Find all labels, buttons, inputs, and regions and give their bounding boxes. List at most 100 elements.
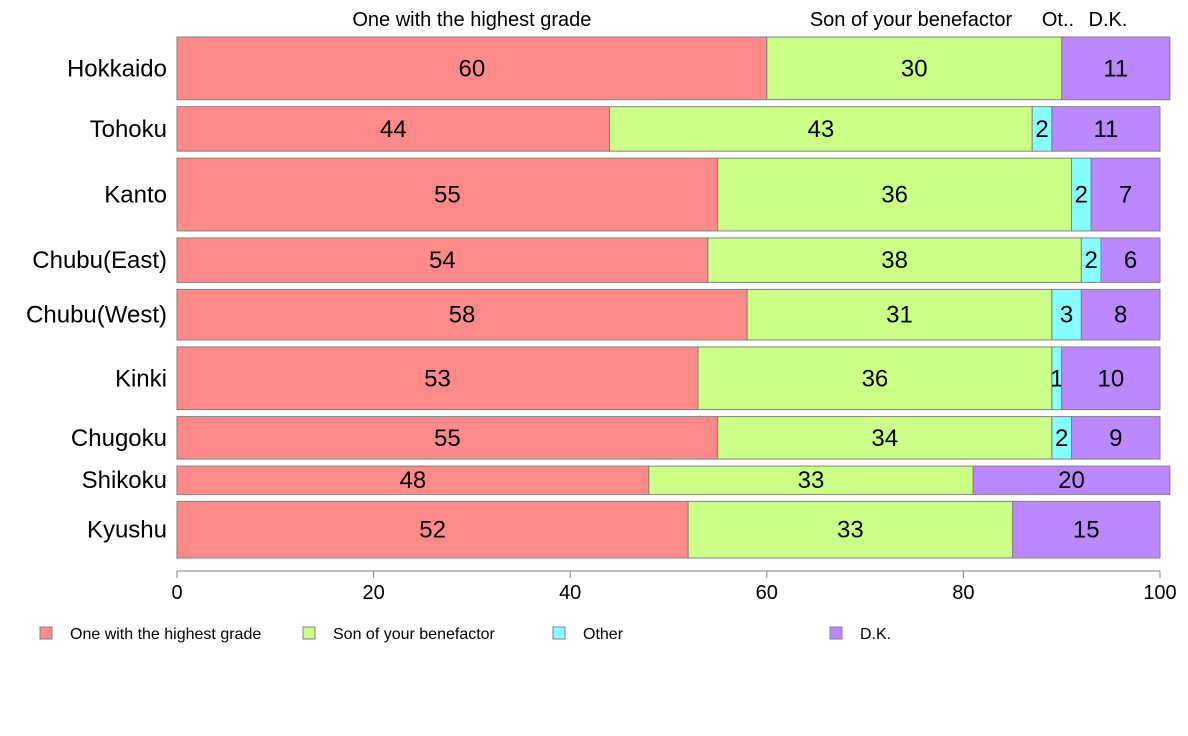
legend-label: Other [583, 626, 624, 643]
top-category-labels: One with the highest grade Son of your be… [352, 9, 1127, 31]
bar-segment [697, 346, 1053, 411]
legend-item: One with the highest grade [39, 626, 261, 643]
segment-value-label: 15 [1073, 517, 1100, 544]
bar-row: Tohoku 44 43 2 11 [90, 106, 1161, 152]
x-tick-label: 20 [362, 582, 384, 604]
segment-value-label: 3 [1060, 302, 1073, 329]
x-tick-label: 100 [1143, 582, 1176, 604]
legend-item: Son of your benefactor [302, 626, 496, 643]
legend-swatch [829, 626, 843, 640]
bar-segment [176, 237, 709, 283]
legend-label: Son of your benefactor [333, 626, 496, 643]
bar-segment [609, 106, 1033, 152]
segment-value-label: 8 [1114, 302, 1127, 329]
segment-value-label: 11 [1103, 55, 1128, 82]
bar-segment [1012, 500, 1161, 559]
segment-value-label: 30 [901, 55, 928, 82]
bar-row: Hokkaido 60 30 11 [67, 36, 1171, 101]
segment-value-label: 2 [1075, 182, 1088, 209]
segment-value-label: 55 [434, 182, 461, 209]
x-tick-label: 60 [756, 582, 778, 604]
segment-value-label: 31 [886, 302, 913, 329]
bar-segment [1051, 106, 1161, 152]
segment-value-label: 55 [434, 425, 461, 452]
legend-item: D.K. [829, 626, 891, 643]
segment-value-label: 43 [808, 116, 835, 143]
segment-value-label: 33 [837, 517, 864, 544]
bar-segment [1100, 237, 1161, 283]
row-label: Chubu(West) [26, 302, 167, 329]
x-axis: 0 20 40 60 80 100 [171, 570, 1177, 604]
segment-value-label: 33 [798, 467, 825, 494]
bar-segment [1090, 157, 1161, 232]
row-label: Hokkaido [67, 55, 167, 82]
bar-segment [1061, 346, 1161, 411]
segment-value-label: 53 [424, 365, 451, 392]
bar-segment [1071, 416, 1161, 460]
row-label: Kinki [115, 365, 167, 392]
segment-value-label: 36 [881, 182, 908, 209]
top-category-label: One with the highest grade [352, 9, 591, 31]
segment-value-label: 10 [1097, 365, 1124, 392]
segment-value-label: 58 [449, 302, 476, 329]
bar-row: Chubu(West) 58 31 3 8 [26, 288, 1161, 341]
row-label: Kanto [104, 182, 167, 209]
segment-value-label: 2 [1055, 425, 1068, 452]
segment-value-label: 44 [380, 116, 407, 143]
row-label: Chubu(East) [32, 247, 167, 274]
bar-segment [176, 288, 748, 341]
segment-value-label: 52 [419, 517, 446, 544]
row-label: Chugoku [71, 425, 167, 452]
segment-value-label: 11 [1093, 116, 1118, 143]
bar-segment [746, 288, 1053, 341]
segment-value-label: 2 [1085, 247, 1098, 274]
bar-segment [1080, 288, 1161, 341]
bar-row: Chubu(East) 54 38 2 6 [32, 237, 1161, 283]
row-label: Shikoku [82, 467, 167, 494]
bar-segment [972, 465, 1171, 495]
bar-row: Chugoku 55 34 2 9 [71, 416, 1161, 460]
bar-segment [766, 36, 1063, 101]
bar-segment [1051, 288, 1082, 341]
legend-swatch [302, 626, 316, 640]
legend-swatch [39, 626, 53, 640]
segment-value-label: 38 [881, 247, 908, 274]
bar-segment [176, 416, 719, 460]
segment-value-label: 20 [1058, 467, 1085, 494]
segment-value-label: 9 [1109, 425, 1122, 452]
top-category-label: D.K. [1089, 9, 1128, 31]
top-category-label: Son of your benefactor [810, 9, 1013, 31]
x-tick-label: 40 [559, 582, 581, 604]
row-label: Tohoku [90, 116, 167, 143]
x-tick-label: 0 [171, 582, 182, 604]
row-label: Kyushu [87, 517, 167, 544]
bar-row: Kyushu 52 33 15 [87, 500, 1161, 559]
top-category-label: Ot.. [1042, 9, 1074, 31]
segment-value-label: 6 [1124, 247, 1137, 274]
bar-segment [648, 465, 974, 495]
legend-swatch [552, 626, 566, 640]
segment-value-label: 1 [1050, 365, 1063, 392]
segment-value-label: 54 [429, 247, 456, 274]
bar-row: Kinki 53 36 1 10 [115, 346, 1161, 411]
bar-segment [176, 157, 719, 232]
legend-label: One with the highest grade [70, 626, 261, 643]
legend-item: Other [552, 626, 624, 643]
segment-value-label: 7 [1119, 182, 1132, 209]
x-tick-label: 80 [952, 582, 974, 604]
legend: One with the highest grade Son of your be… [39, 626, 891, 643]
segment-value-label: 34 [871, 425, 898, 452]
bar-segment [717, 157, 1073, 232]
segment-value-label: 48 [400, 467, 427, 494]
bar-segment [176, 36, 768, 101]
segment-value-label: 36 [862, 365, 889, 392]
bar-segment [176, 106, 611, 152]
segment-value-label: 60 [459, 55, 486, 82]
segment-value-label: 2 [1035, 116, 1048, 143]
bar-segment [176, 346, 699, 411]
bar-segment [1061, 36, 1171, 101]
bar-segment [717, 416, 1053, 460]
bar-row: Kanto 55 36 2 7 [104, 157, 1161, 232]
